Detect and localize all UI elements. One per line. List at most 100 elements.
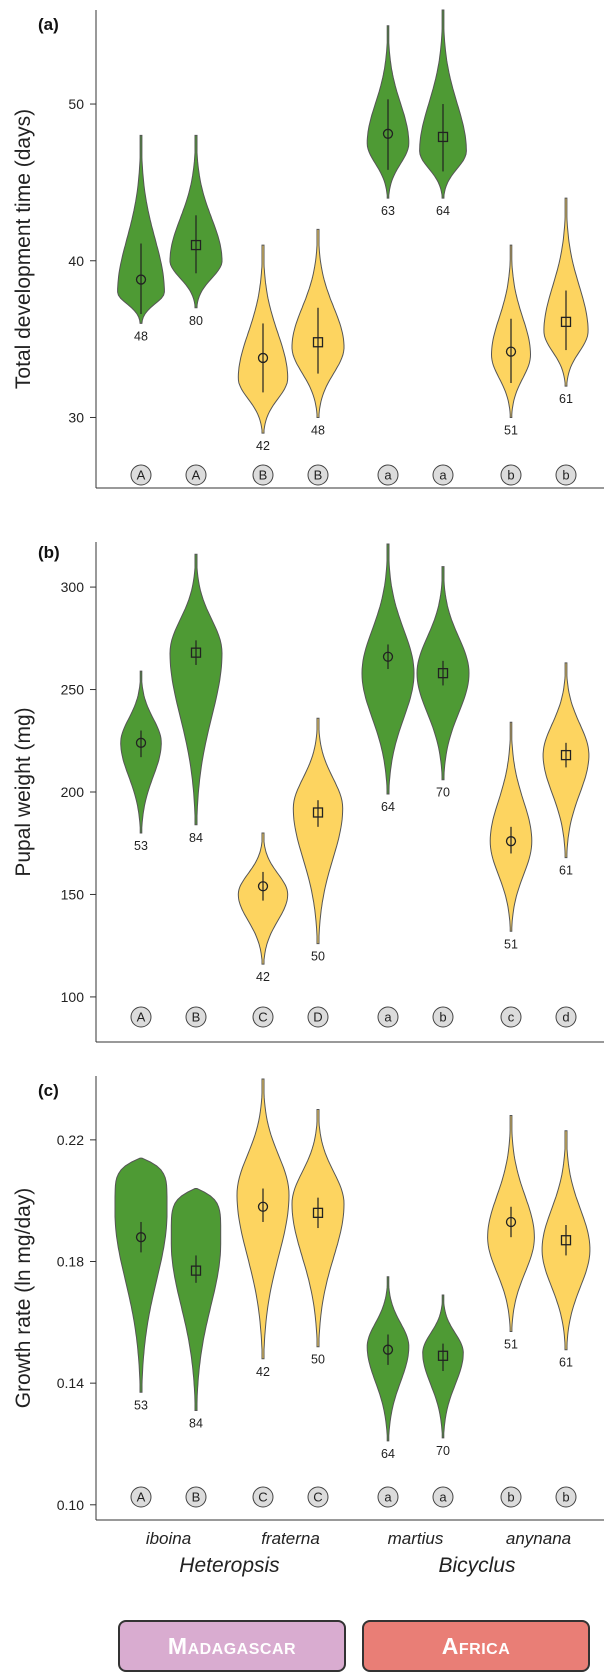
group-letter-circle — [130, 1486, 152, 1508]
species-label-fraterna: fraterna — [261, 1529, 320, 1548]
group-letter-circle — [555, 464, 577, 486]
violin-group: 51 c — [489, 721, 533, 1028]
mean-marker-square — [190, 239, 202, 251]
group-letter-circle — [307, 1006, 329, 1028]
y-tick-label: 0.18 — [57, 1254, 84, 1270]
mean-marker-square — [437, 667, 449, 679]
sample-size-label: 53 — [134, 839, 148, 853]
violin — [169, 553, 223, 826]
group-letter: A — [137, 1010, 146, 1025]
africa-label: Africa — [441, 1632, 511, 1659]
group-letter-circle — [185, 1006, 207, 1028]
violin-group: 51 b — [490, 244, 532, 486]
group-letter: C — [313, 1490, 322, 1505]
group-letter: a — [384, 1490, 392, 1505]
group-letter: a — [384, 1010, 392, 1025]
violin-group: 50 C — [291, 1109, 345, 1508]
y-tick-label: 300 — [61, 579, 85, 595]
mean-marker-square — [560, 1235, 572, 1246]
panel-b: 100 150 200 250 300 (b) Pupal weight (mg) 53 A 84… — [12, 542, 604, 1043]
mean-marker-circle — [135, 737, 147, 748]
sample-size-label: 51 — [504, 1337, 518, 1351]
mean-marker-square — [312, 807, 324, 818]
group-letter-circle — [500, 464, 522, 486]
madagascar-region-box: Madagascar — [118, 1620, 346, 1672]
group-letter-circle — [185, 464, 207, 486]
sample-size-label: 61 — [559, 864, 573, 878]
mean-marker-square — [190, 1265, 202, 1276]
sample-size-label: 70 — [436, 1444, 450, 1458]
sample-size-label: 61 — [559, 392, 573, 406]
sample-size-label: 48 — [311, 423, 325, 437]
species-label-iboina: iboina — [146, 1529, 191, 1548]
violin-group: 70 b — [416, 566, 470, 1028]
violin-group: 42 C — [237, 832, 289, 1028]
group-letter-circle — [307, 1486, 329, 1508]
group-letter: b — [439, 1010, 446, 1025]
mean-marker-circle — [257, 881, 269, 892]
group-letter: b — [562, 468, 569, 483]
violin-group: 63 a — [366, 25, 410, 486]
y-tick-label: 0.14 — [57, 1375, 84, 1391]
y-axis-label: Pupal weight (mg) — [12, 707, 35, 876]
violin-group: 84 B — [169, 553, 223, 1028]
group-letter-circle — [432, 1486, 454, 1508]
mean-marker-circle — [382, 1344, 394, 1355]
violin — [170, 1188, 222, 1411]
sample-size-label: 50 — [311, 950, 325, 964]
group-letter: B — [192, 1490, 201, 1505]
group-letter-circle — [252, 1006, 274, 1028]
violin-group: 42 C — [236, 1078, 290, 1508]
mean-marker-square — [312, 1207, 324, 1218]
species-label-anynana: anynana — [506, 1529, 571, 1548]
genus-label-bicyclus: Bicyclus — [438, 1554, 516, 1577]
group-letter-circle — [555, 1486, 577, 1508]
violin — [114, 1157, 168, 1393]
y-tick-label: 40 — [68, 253, 84, 269]
group-letter-circle — [555, 1006, 577, 1028]
group-letter: a — [384, 468, 392, 483]
group-letter: D — [313, 1010, 322, 1025]
madagascar-label: Madagascar — [167, 1632, 297, 1659]
group-letter-circle — [377, 1006, 399, 1028]
violin-group: 61 b — [543, 197, 589, 486]
y-tick-label: 200 — [61, 784, 85, 800]
group-letter: A — [137, 1490, 146, 1505]
violin-group: 61 b — [541, 1130, 591, 1508]
mean-marker-circle — [257, 1201, 269, 1212]
group-letter: C — [258, 1490, 267, 1505]
mean-marker-square — [560, 316, 572, 328]
group-letter-circle — [252, 464, 274, 486]
sample-size-label: 64 — [381, 1447, 395, 1461]
sample-size-label: 51 — [504, 937, 518, 951]
violin-group: 51 b — [487, 1115, 535, 1508]
violin — [291, 1109, 345, 1348]
group-letter: a — [439, 468, 447, 483]
group-letter-circle — [432, 1006, 454, 1028]
violin-group: 84 B — [170, 1188, 222, 1508]
violin-group: 70 a — [422, 1294, 464, 1508]
species-label-martius: martius — [388, 1529, 444, 1548]
group-letter: A — [192, 468, 201, 483]
group-letter: B — [314, 468, 323, 483]
violin-group: 53 A — [114, 1157, 168, 1508]
mean-marker-square — [437, 1350, 449, 1361]
group-letter-circle — [377, 1486, 399, 1508]
group-letter-circle — [130, 1006, 152, 1028]
y-tick-label: 30 — [68, 409, 84, 425]
sample-size-label: 64 — [381, 800, 395, 814]
violin-group: 64 a — [366, 1276, 410, 1508]
y-tick-label: 0.10 — [57, 1497, 84, 1513]
sample-size-label: 42 — [256, 1365, 270, 1379]
mean-marker-circle — [505, 1216, 517, 1228]
violin-group: 50 D — [292, 717, 344, 1028]
group-letter: B — [192, 1010, 201, 1025]
violin — [292, 717, 344, 945]
group-letter-circle — [185, 1486, 207, 1508]
mean-marker-square — [312, 337, 324, 348]
sample-size-label: 80 — [189, 314, 203, 328]
y-tick-label: 50 — [68, 96, 84, 112]
violin-group: 48 A — [117, 134, 165, 486]
y-tick-label: 0.22 — [57, 1132, 84, 1148]
